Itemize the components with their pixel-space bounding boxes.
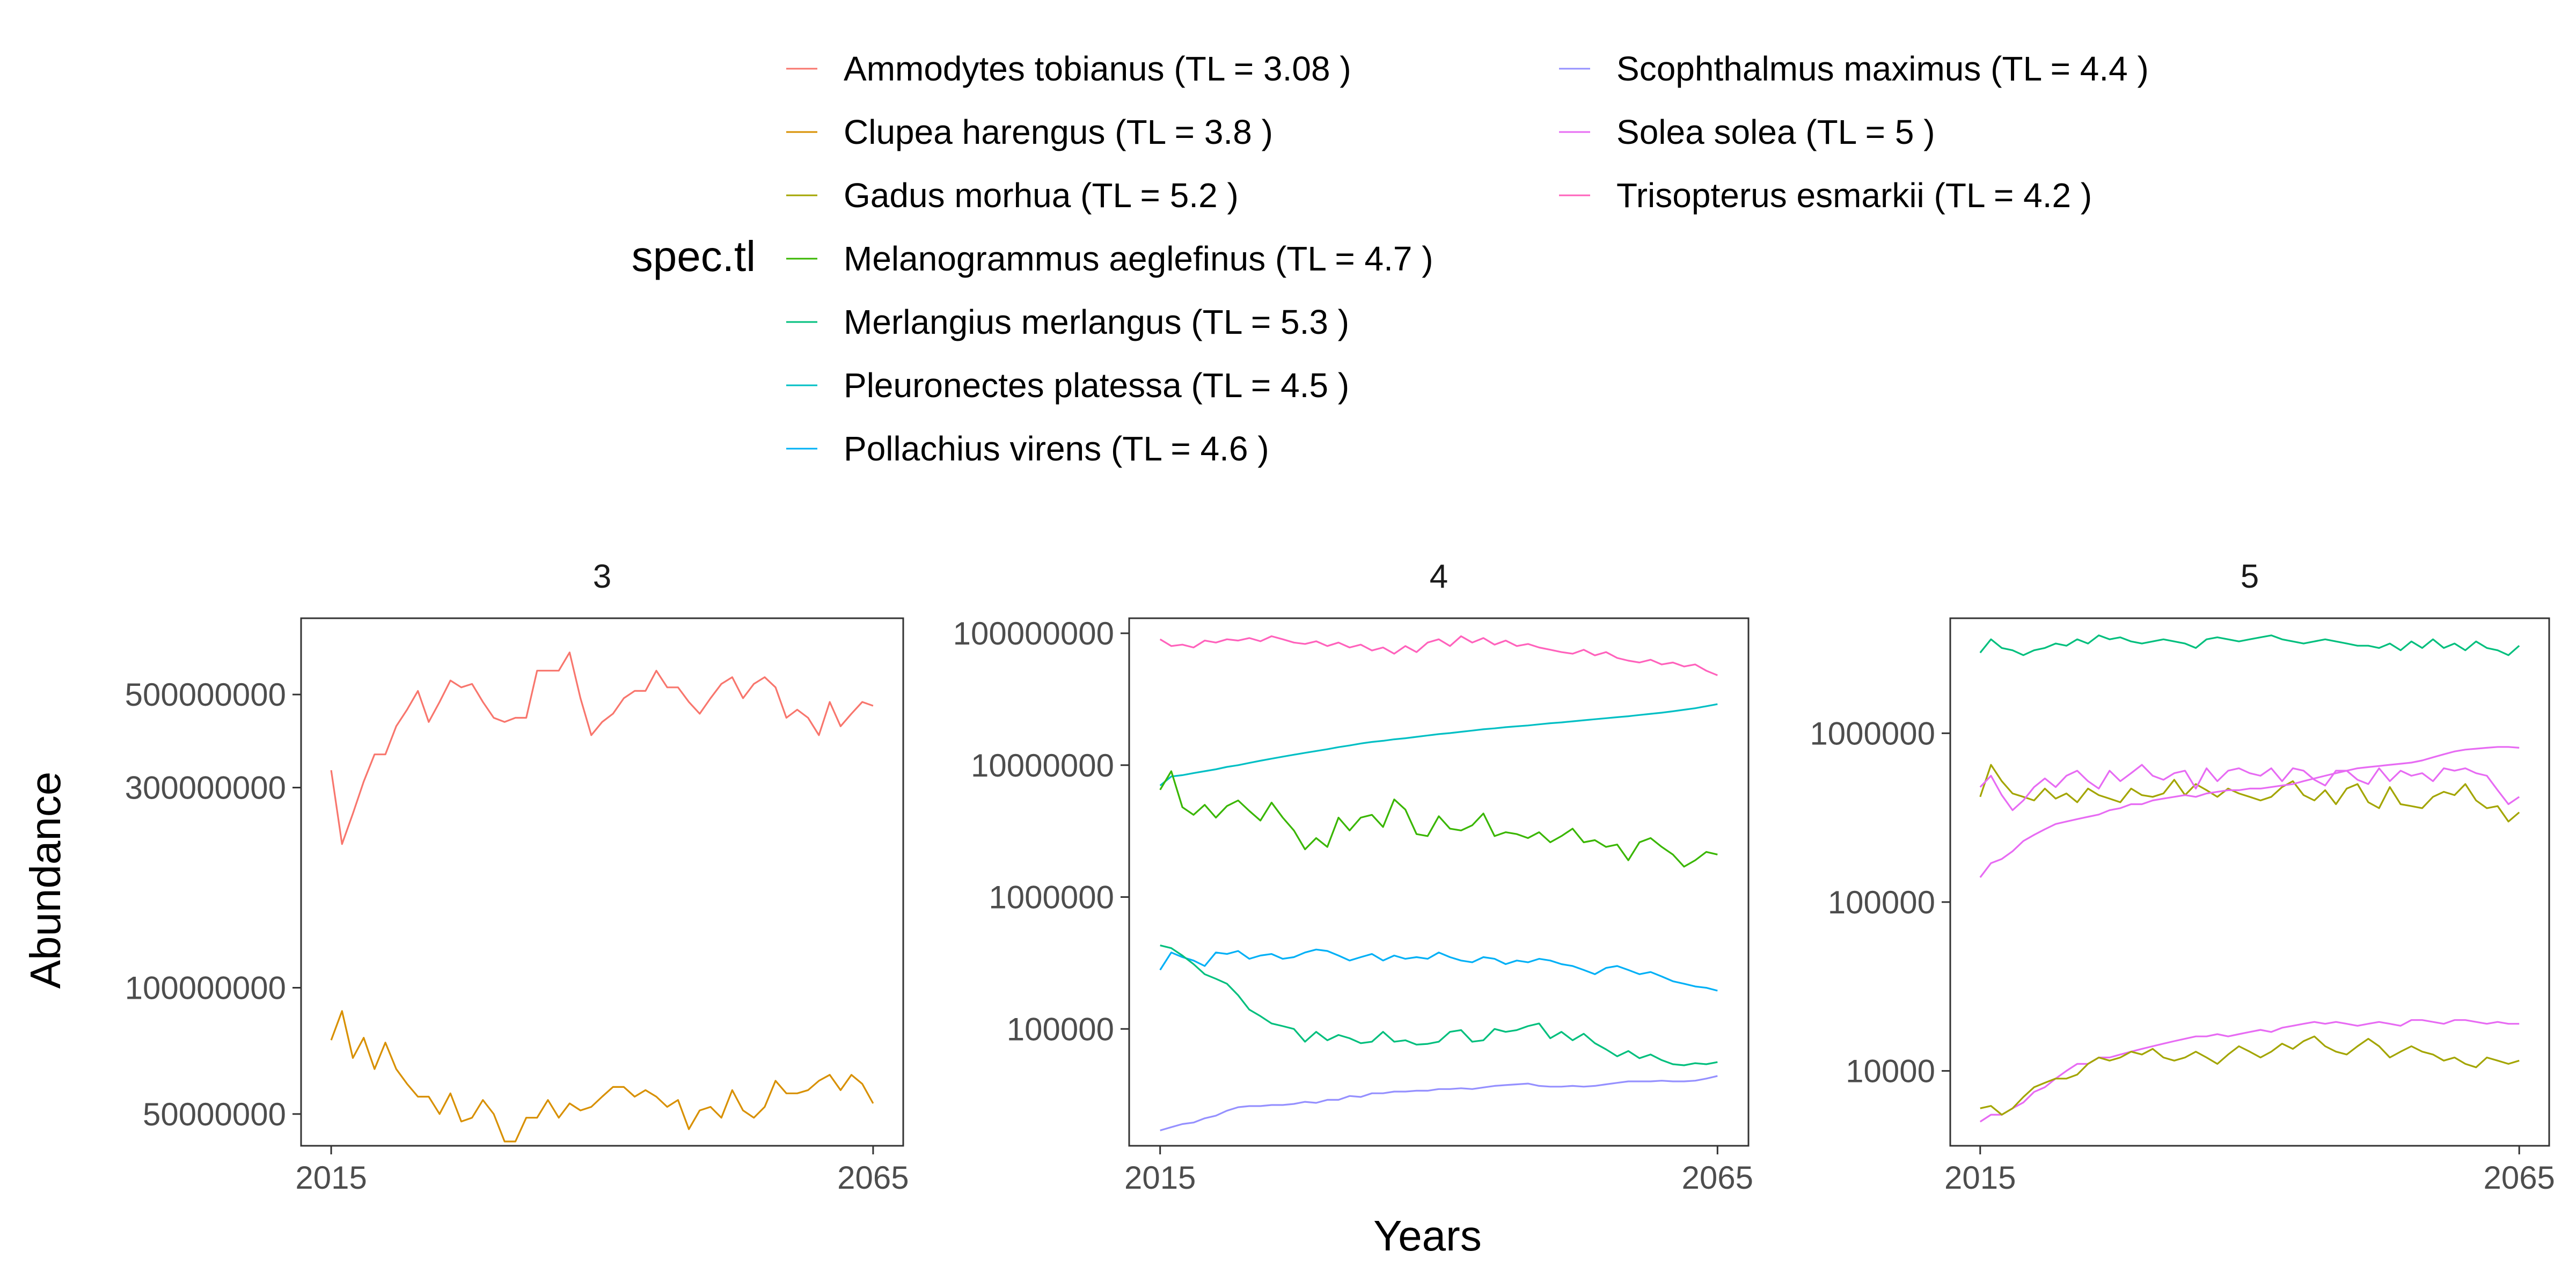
x-tick-label: 2015 bbox=[295, 1160, 367, 1196]
panel-frame bbox=[1949, 617, 2550, 1147]
series-line bbox=[1979, 746, 2520, 878]
legend-item: Melanogrammus aeglefinus (TL = 4.7 ) bbox=[786, 239, 1433, 278]
y-tick-label: 300000000 bbox=[125, 770, 286, 806]
legend-item: Trisopterus esmarkii (TL = 4.2 ) bbox=[1559, 176, 2092, 215]
series-line bbox=[1979, 634, 2520, 656]
x-tick-label: 2065 bbox=[2483, 1160, 2555, 1196]
panel-3: 3 50000000 100000000 300000000 500000000 2015… bbox=[125, 558, 909, 1196]
series-line bbox=[330, 1010, 874, 1143]
panel-frame bbox=[1128, 617, 1750, 1147]
legend-label: Melanogrammus aeglefinus (TL = 4.7 ) bbox=[844, 239, 1433, 278]
panel-4: 4 100000 1000000 10000000 100000000 2015 2065 bbox=[953, 558, 1753, 1196]
y-axis-title: Abundance bbox=[21, 772, 69, 989]
y-tick-label: 100000000 bbox=[125, 970, 286, 1006]
series-line bbox=[1979, 764, 2520, 823]
legend-item: Pollachius virens (TL = 4.6 ) bbox=[786, 429, 1269, 468]
x-tick-label: 2015 bbox=[1944, 1160, 2016, 1196]
legend-item: Scophthalmus maximus (TL = 4.4 ) bbox=[1559, 49, 2149, 88]
legend-label: Pollachius virens (TL = 4.6 ) bbox=[844, 429, 1269, 468]
panel-5: 5 10000 100000 1000000 2015 2065 bbox=[1810, 558, 2555, 1196]
legend-item: Solea solea (TL = 5 ) bbox=[1559, 113, 1935, 151]
y-tick-label: 10000 bbox=[1846, 1053, 1935, 1089]
y-tick-label: 50000000 bbox=[143, 1096, 286, 1132]
series-line bbox=[1159, 948, 1718, 992]
series-line bbox=[1160, 945, 1718, 1066]
panel-strip-label: 5 bbox=[2241, 558, 2259, 595]
legend: spec.tl Ammodytes tobianus (TL = 3.08 ) Cl… bbox=[632, 49, 2149, 468]
y-tick-label: 1000000 bbox=[1810, 715, 1935, 751]
series-line bbox=[1159, 770, 1718, 868]
y-tick-label: 100000 bbox=[1007, 1011, 1114, 1047]
series-line bbox=[330, 652, 874, 845]
y-tick-label: 500000000 bbox=[125, 677, 286, 713]
y-tick-label: 10000000 bbox=[971, 748, 1114, 784]
series-line bbox=[1159, 635, 1718, 676]
x-tick-label: 2065 bbox=[837, 1160, 909, 1196]
legend-item: Ammodytes tobianus (TL = 3.08 ) bbox=[786, 49, 1351, 88]
series-line bbox=[1159, 703, 1718, 787]
series-line bbox=[1980, 1035, 2520, 1116]
legend-label: Scophthalmus maximus (TL = 4.4 ) bbox=[1616, 49, 2149, 88]
y-tick-label: 1000000 bbox=[989, 880, 1114, 916]
legend-label: Clupea harengus (TL = 3.8 ) bbox=[844, 113, 1273, 151]
legend-item: Clupea harengus (TL = 3.8 ) bbox=[786, 113, 1273, 151]
legend-title: spec.tl bbox=[632, 232, 756, 280]
legend-label: Pleuronectes platessa (TL = 4.5 ) bbox=[844, 366, 1349, 405]
panel-strip-label: 4 bbox=[1430, 558, 1448, 595]
y-tick-label: 100000 bbox=[1828, 884, 1935, 920]
legend-label: Solea solea (TL = 5 ) bbox=[1616, 113, 1935, 151]
y-tick-label: 100000000 bbox=[953, 616, 1114, 652]
legend-label: Ammodytes tobianus (TL = 3.08 ) bbox=[844, 49, 1351, 88]
x-tick-label: 2015 bbox=[1124, 1160, 1196, 1196]
x-tick-label: 2065 bbox=[1682, 1160, 1753, 1196]
legend-item: Pleuronectes platessa (TL = 4.5 ) bbox=[786, 366, 1349, 405]
panel-strip-label: 3 bbox=[593, 558, 611, 595]
series-line bbox=[1979, 1019, 2520, 1123]
legend-label: Gadus morhua (TL = 5.2 ) bbox=[844, 176, 1239, 215]
series-line bbox=[1979, 764, 2520, 811]
legend-item: Gadus morhua (TL = 5.2 ) bbox=[786, 176, 1239, 215]
series-line bbox=[1160, 1075, 1718, 1131]
legend-label: Merlangius merlangus (TL = 5.3 ) bbox=[844, 303, 1349, 341]
x-axis-title: Years bbox=[1373, 1212, 1482, 1260]
legend-label: Trisopterus esmarkii (TL = 4.2 ) bbox=[1616, 176, 2092, 215]
legend-item: Merlangius merlangus (TL = 5.3 ) bbox=[786, 303, 1349, 341]
panel-frame bbox=[300, 617, 904, 1147]
